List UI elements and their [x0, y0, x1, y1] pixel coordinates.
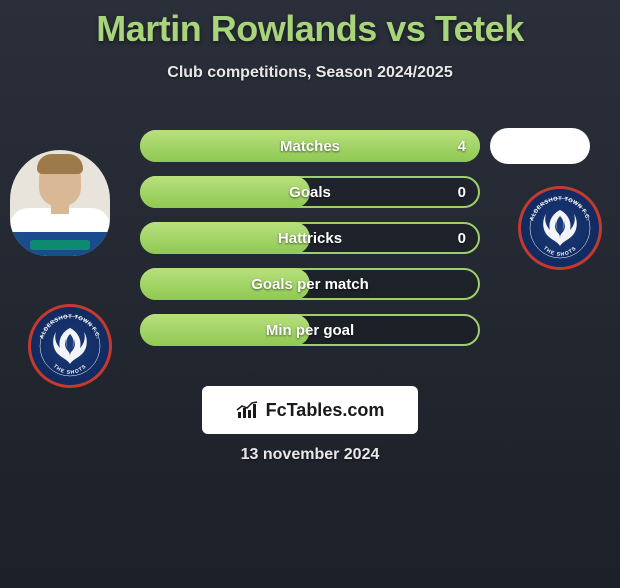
- subtitle: Club competitions, Season 2024/2025: [0, 64, 620, 82]
- svg-text:ALDERSHOT TOWN F.C.: ALDERSHOT TOWN F.C.: [529, 196, 591, 222]
- stat-label: Goals: [140, 176, 480, 208]
- stat-label: Goals per match: [140, 268, 480, 300]
- club-crest-right: ALDERSHOT TOWN F.C. THE SHOTS: [518, 186, 602, 270]
- stat-label: Min per goal: [140, 314, 480, 346]
- player-photo-right: [490, 128, 590, 164]
- stat-right-value: 4: [458, 130, 466, 162]
- stat-row-matches: Matches 4: [140, 130, 480, 162]
- fctables-logo[interactable]: FcTables.com: [202, 386, 418, 434]
- stat-row-goals-per-match: Goals per match: [140, 268, 480, 300]
- crest-text-icon: ALDERSHOT TOWN F.C. THE SHOTS: [33, 309, 107, 383]
- stats-bars: Matches 4 Goals 0 Hattricks 0 Goals per …: [140, 130, 480, 360]
- club-crest-left: ALDERSHOT TOWN F.C. THE SHOTS: [28, 304, 112, 388]
- bar-chart-icon: [236, 400, 260, 420]
- stat-row-hattricks: Hattricks 0: [140, 222, 480, 254]
- stat-row-min-per-goal: Min per goal: [140, 314, 480, 346]
- stat-right-value: 0: [458, 222, 466, 254]
- stat-row-goals: Goals 0: [140, 176, 480, 208]
- stat-label: Hattricks: [140, 222, 480, 254]
- logo-text: FcTables.com: [266, 400, 385, 421]
- page-title: Martin Rowlands vs Tetek: [0, 8, 620, 50]
- date-text: 13 november 2024: [0, 446, 620, 464]
- svg-text:THE SHOTS: THE SHOTS: [542, 245, 578, 257]
- svg-text:ALDERSHOT TOWN F.C.: ALDERSHOT TOWN F.C.: [39, 314, 101, 340]
- stat-label: Matches: [140, 130, 480, 162]
- crest-text-icon: ALDERSHOT TOWN F.C. THE SHOTS: [523, 191, 597, 265]
- stat-right-value: 0: [458, 176, 466, 208]
- svg-text:THE SHOTS: THE SHOTS: [52, 363, 88, 375]
- player-photo-left: [10, 150, 110, 256]
